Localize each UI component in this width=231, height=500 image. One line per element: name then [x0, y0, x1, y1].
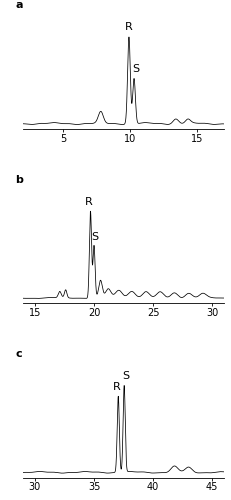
Text: S: S [132, 64, 139, 74]
Text: R: R [125, 22, 133, 32]
Text: Min: Min [230, 314, 231, 324]
Text: Min: Min [230, 488, 231, 498]
Text: S: S [122, 371, 129, 381]
Text: R: R [112, 382, 120, 392]
Text: c: c [15, 349, 22, 359]
Text: S: S [92, 232, 99, 241]
Text: Min: Min [230, 140, 231, 150]
Text: b: b [15, 174, 23, 184]
Text: R: R [85, 197, 93, 207]
Text: a: a [15, 0, 23, 10]
